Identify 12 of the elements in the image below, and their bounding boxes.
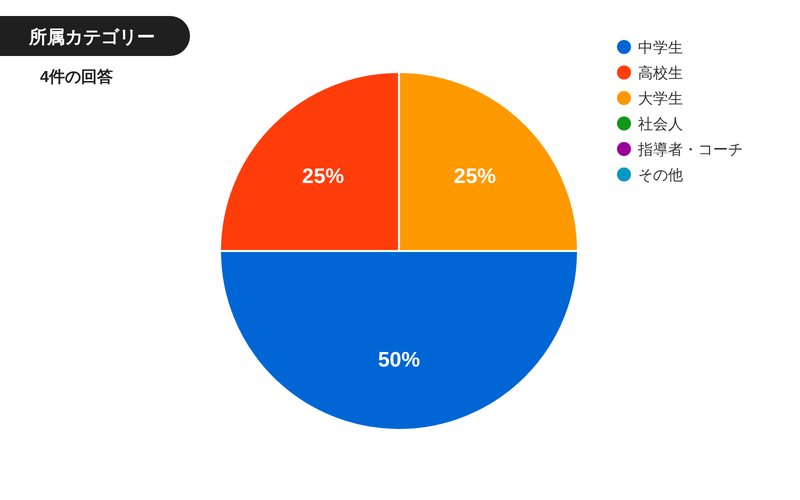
legend-label: 指導者・コーチ <box>637 142 743 158</box>
text: 4件の回答 <box>40 68 113 86</box>
legend-label: その他 <box>638 167 683 184</box>
chart-title: 所属カテゴリー <box>28 27 155 47</box>
legend-label: 社会人 <box>638 116 683 133</box>
pie: 50% 25% 25% <box>219 71 579 431</box>
legend-label: 高校生 <box>638 65 683 82</box>
data-label: 25% <box>302 165 344 188</box>
data-label: 50% <box>378 348 420 372</box>
legend-label: 中学生 <box>638 40 683 56</box>
data-label: 25% <box>454 165 496 188</box>
legend-label: 大学生 <box>638 90 683 108</box>
